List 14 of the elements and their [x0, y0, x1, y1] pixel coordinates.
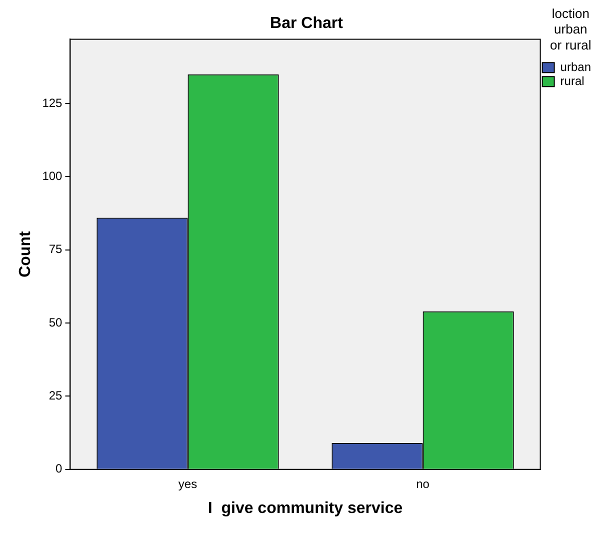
chart-title: Bar Chart — [270, 15, 344, 32]
x-tick-label: yes — [178, 476, 198, 491]
legend-label: urban — [560, 60, 592, 74]
y-tick-label: 100 — [42, 169, 63, 184]
x-axis-title: I give community service — [208, 500, 403, 517]
legend-title: loction urban or rural — [550, 6, 592, 52]
y-axis-title: Count — [17, 230, 34, 278]
y-tick-label: 50 — [48, 315, 63, 330]
legend-label: rural — [560, 74, 584, 88]
y-tick-label: 0 — [56, 462, 63, 476]
y-tick-label: 25 — [48, 388, 63, 403]
y-tick-label: 75 — [48, 242, 63, 256]
x-tick-label: no — [416, 476, 430, 491]
y-tick-label: 125 — [42, 96, 63, 110]
